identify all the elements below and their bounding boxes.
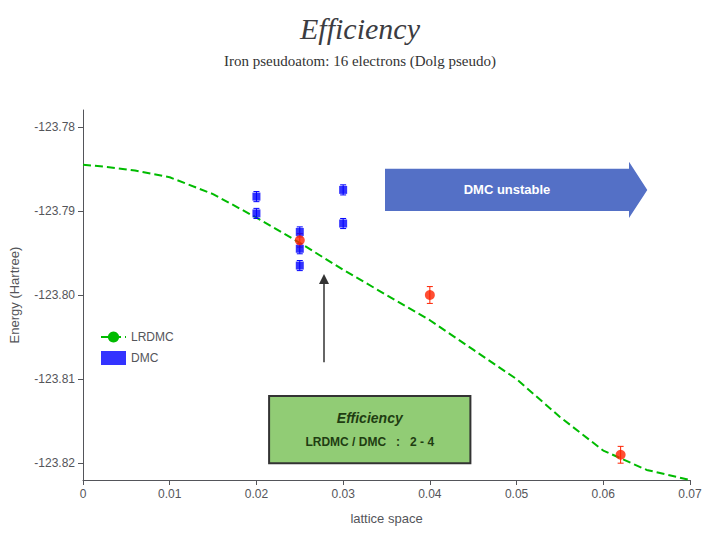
svg-text:Energy (Hartree): Energy (Hartree) [7,247,22,344]
svg-text:0.01: 0.01 [158,487,182,501]
svg-text:Efficiency: Efficiency [337,410,404,426]
svg-text:DMC: DMC [131,351,159,365]
svg-text:0.06: 0.06 [592,487,616,501]
svg-text:LRDMC / DMC : 2 - 4: LRDMC / DMC : 2 - 4 [305,435,434,449]
svg-text:lattice space: lattice space [350,511,422,526]
svg-text:Iron pseudoatom: 16 electrons: Iron pseudoatom: 16 electrons (Dolg pseu… [224,53,496,70]
svg-text:DMC unstable: DMC unstable [464,182,551,197]
svg-text:0.04: 0.04 [418,487,442,501]
svg-text:0.02: 0.02 [245,487,269,501]
svg-text:0.03: 0.03 [331,487,355,501]
svg-text:-123.81: -123.81 [34,372,75,386]
svg-text:Efficiency: Efficiency [299,12,421,45]
svg-text:-123.79: -123.79 [34,204,75,218]
svg-text:0.07: 0.07 [678,487,702,501]
svg-text:-123.78: -123.78 [34,120,75,134]
svg-text:LRDMC: LRDMC [131,330,174,344]
svg-text:0: 0 [80,487,87,501]
svg-text:-123.82: -123.82 [34,456,75,470]
svg-text:0.05: 0.05 [505,487,529,501]
svg-text:-123.80: -123.80 [34,288,75,302]
